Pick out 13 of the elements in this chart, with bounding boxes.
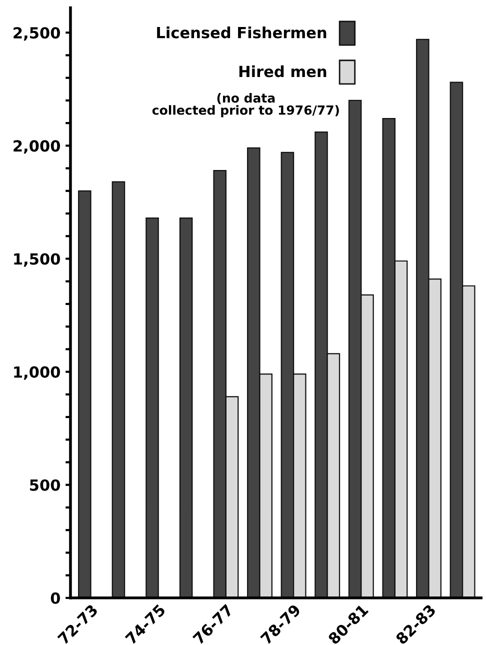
y-tick-label: 2,000: [14, 140, 60, 154]
y-tick-label: 2,500: [14, 27, 60, 41]
y-tick-label: 1,500: [14, 253, 60, 267]
bar: [146, 217, 159, 598]
legend-label: Hired men: [239, 65, 326, 78]
annotation: (no data collected prior to 1976/77): [152, 93, 339, 118]
bar: [179, 217, 193, 598]
legend-label: Licensed Fishermen: [157, 26, 326, 38]
y-tick-label: 1,000: [14, 366, 60, 380]
bar: [78, 190, 92, 598]
y-tick-label: 0: [50, 592, 60, 604]
bar: [112, 181, 126, 598]
y-tick-label: 500: [30, 479, 60, 491]
